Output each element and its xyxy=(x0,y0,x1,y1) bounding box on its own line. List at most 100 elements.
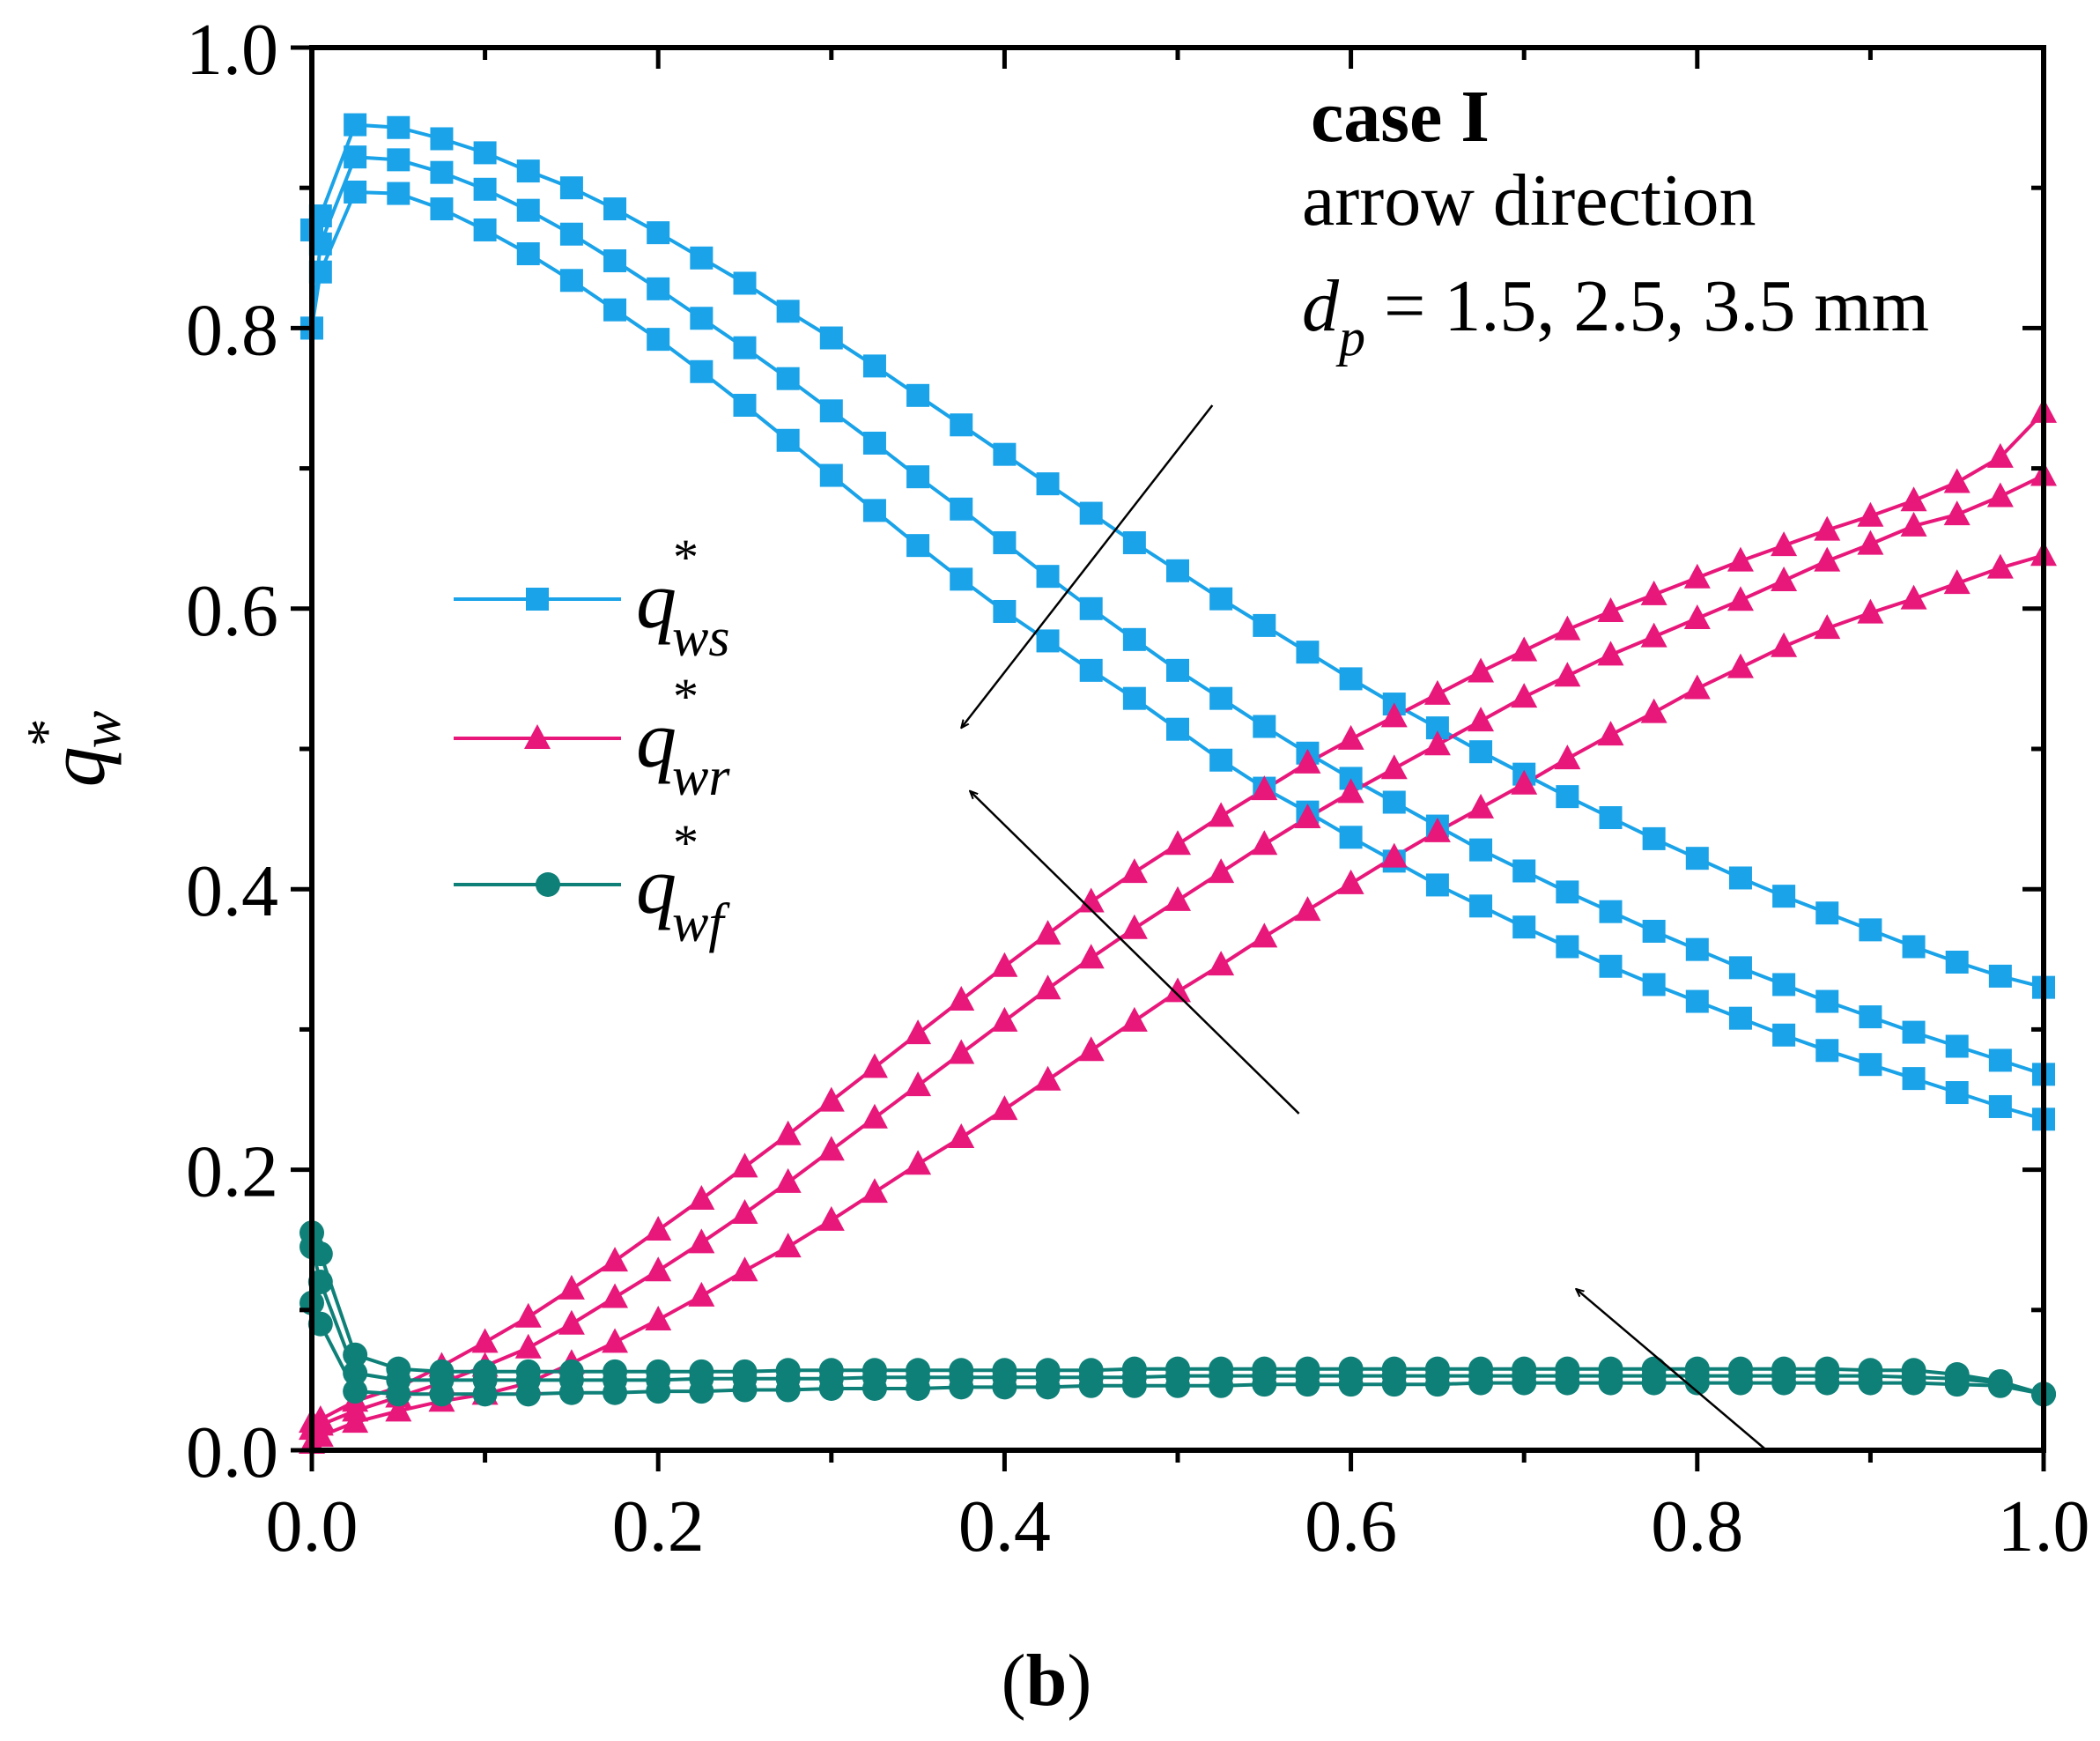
data-point xyxy=(473,218,497,241)
data-point xyxy=(1035,1374,1061,1400)
data-point xyxy=(733,271,757,295)
data-point xyxy=(602,1328,629,1353)
data-point xyxy=(1986,442,2014,468)
x-tick-label: 0.4 xyxy=(958,1485,1051,1567)
data-point xyxy=(950,567,973,591)
data-point xyxy=(1815,1039,1839,1063)
data-point xyxy=(1120,858,1148,884)
data-point xyxy=(1945,1034,1969,1058)
data-point xyxy=(558,1274,585,1300)
data-point xyxy=(1423,730,1451,756)
data-point xyxy=(1772,973,1796,996)
data-point xyxy=(1945,1081,1969,1105)
legend-label-ws-superscript: * xyxy=(673,529,699,586)
data-point xyxy=(1079,501,1103,525)
annotation-arrow-2 xyxy=(1576,1289,1768,1451)
data-point xyxy=(516,198,540,222)
annotation-block: case I arrow direction dp = 1.5, 2.5, 3.… xyxy=(1302,76,1929,367)
data-point xyxy=(1727,1370,1753,1396)
data-point xyxy=(472,1382,498,1407)
data-point xyxy=(774,1120,802,1145)
data-point xyxy=(1253,715,1276,738)
data-point xyxy=(1814,546,1841,572)
data-point xyxy=(473,177,497,201)
data-point xyxy=(1511,636,1538,662)
legend-marker-wf xyxy=(536,872,560,897)
data-point xyxy=(1988,1048,2012,1072)
data-point xyxy=(1859,1005,1882,1029)
axis-ticks xyxy=(291,45,2046,1471)
data-point xyxy=(385,1397,412,1422)
data-point xyxy=(690,246,714,270)
data-point xyxy=(1642,973,1666,996)
data-point xyxy=(688,1185,715,1211)
data-point xyxy=(516,159,540,183)
data-point xyxy=(774,1167,802,1193)
annotation-arrows xyxy=(961,404,1768,1451)
data-point xyxy=(558,1380,584,1405)
data-point xyxy=(343,1342,368,1367)
data-point xyxy=(647,221,670,245)
data-point xyxy=(1294,804,1321,829)
data-point xyxy=(1902,1020,1926,1044)
data-point xyxy=(1599,900,1623,923)
data-point xyxy=(993,530,1017,554)
data-point xyxy=(948,1039,975,1064)
data-point xyxy=(1597,721,1624,746)
legend-label-ws-subscript: ws xyxy=(672,608,729,668)
subfigure-label-letter: b xyxy=(1026,1640,1068,1722)
data-point xyxy=(817,1086,845,1112)
data-point xyxy=(1425,873,1449,897)
data-point xyxy=(689,1379,714,1404)
data-point xyxy=(514,1302,542,1328)
x-tick-label: 0.0 xyxy=(266,1485,359,1567)
data-point xyxy=(690,307,714,330)
legend-label-wf: q* wf xyxy=(636,814,730,953)
data-point xyxy=(992,1374,1017,1400)
data-point xyxy=(906,465,930,489)
data-point xyxy=(731,1198,758,1224)
data-point xyxy=(1165,1373,1190,1398)
data-point xyxy=(861,1053,888,1078)
data-point xyxy=(1209,1373,1234,1398)
data-point xyxy=(950,497,973,521)
data-point xyxy=(1771,1370,1797,1396)
data-point xyxy=(1036,629,1060,653)
legend-entry-wf: q* wf xyxy=(454,814,730,953)
data-point xyxy=(386,1382,411,1407)
data-point xyxy=(473,141,497,165)
data-point xyxy=(1209,587,1233,611)
data-point xyxy=(991,952,1018,977)
data-point xyxy=(1597,641,1624,666)
data-point xyxy=(647,328,670,352)
y-axis-tick-labels: 0.0 0.2 0.4 0.6 0.8 1.0 xyxy=(186,9,278,1493)
subfigure-label-close: ) xyxy=(1067,1640,1091,1722)
data-point xyxy=(1554,662,1581,687)
data-point xyxy=(1727,653,1754,678)
annotation-particle-diameter: dp = 1.5, 2.5, 3.5 mm xyxy=(1302,265,1929,367)
data-point xyxy=(1944,1372,1970,1397)
subfigure-label-open: ( xyxy=(1002,1640,1026,1722)
data-point xyxy=(1685,937,1709,961)
data-point xyxy=(387,182,410,205)
data-point xyxy=(1253,613,1276,637)
data-point xyxy=(1685,989,1709,1013)
data-point xyxy=(1208,802,1235,827)
data-point xyxy=(1036,472,1060,496)
data-point xyxy=(991,1006,1018,1032)
data-point xyxy=(1642,826,1666,850)
data-point xyxy=(1900,584,1927,610)
data-point xyxy=(645,1216,672,1241)
data-point xyxy=(1252,1372,1277,1397)
data-point xyxy=(1295,1372,1320,1397)
data-point xyxy=(1685,847,1709,870)
data-point xyxy=(1339,826,1363,849)
data-point xyxy=(1208,951,1235,976)
data-point xyxy=(1641,1370,1667,1396)
data-point xyxy=(1728,866,1752,890)
data-point xyxy=(906,534,930,558)
legend-entry-ws: q* ws xyxy=(454,529,729,668)
annotation-arrow-direction: arrow direction xyxy=(1302,159,1756,241)
data-point xyxy=(1683,604,1711,629)
data-point xyxy=(993,442,1017,466)
